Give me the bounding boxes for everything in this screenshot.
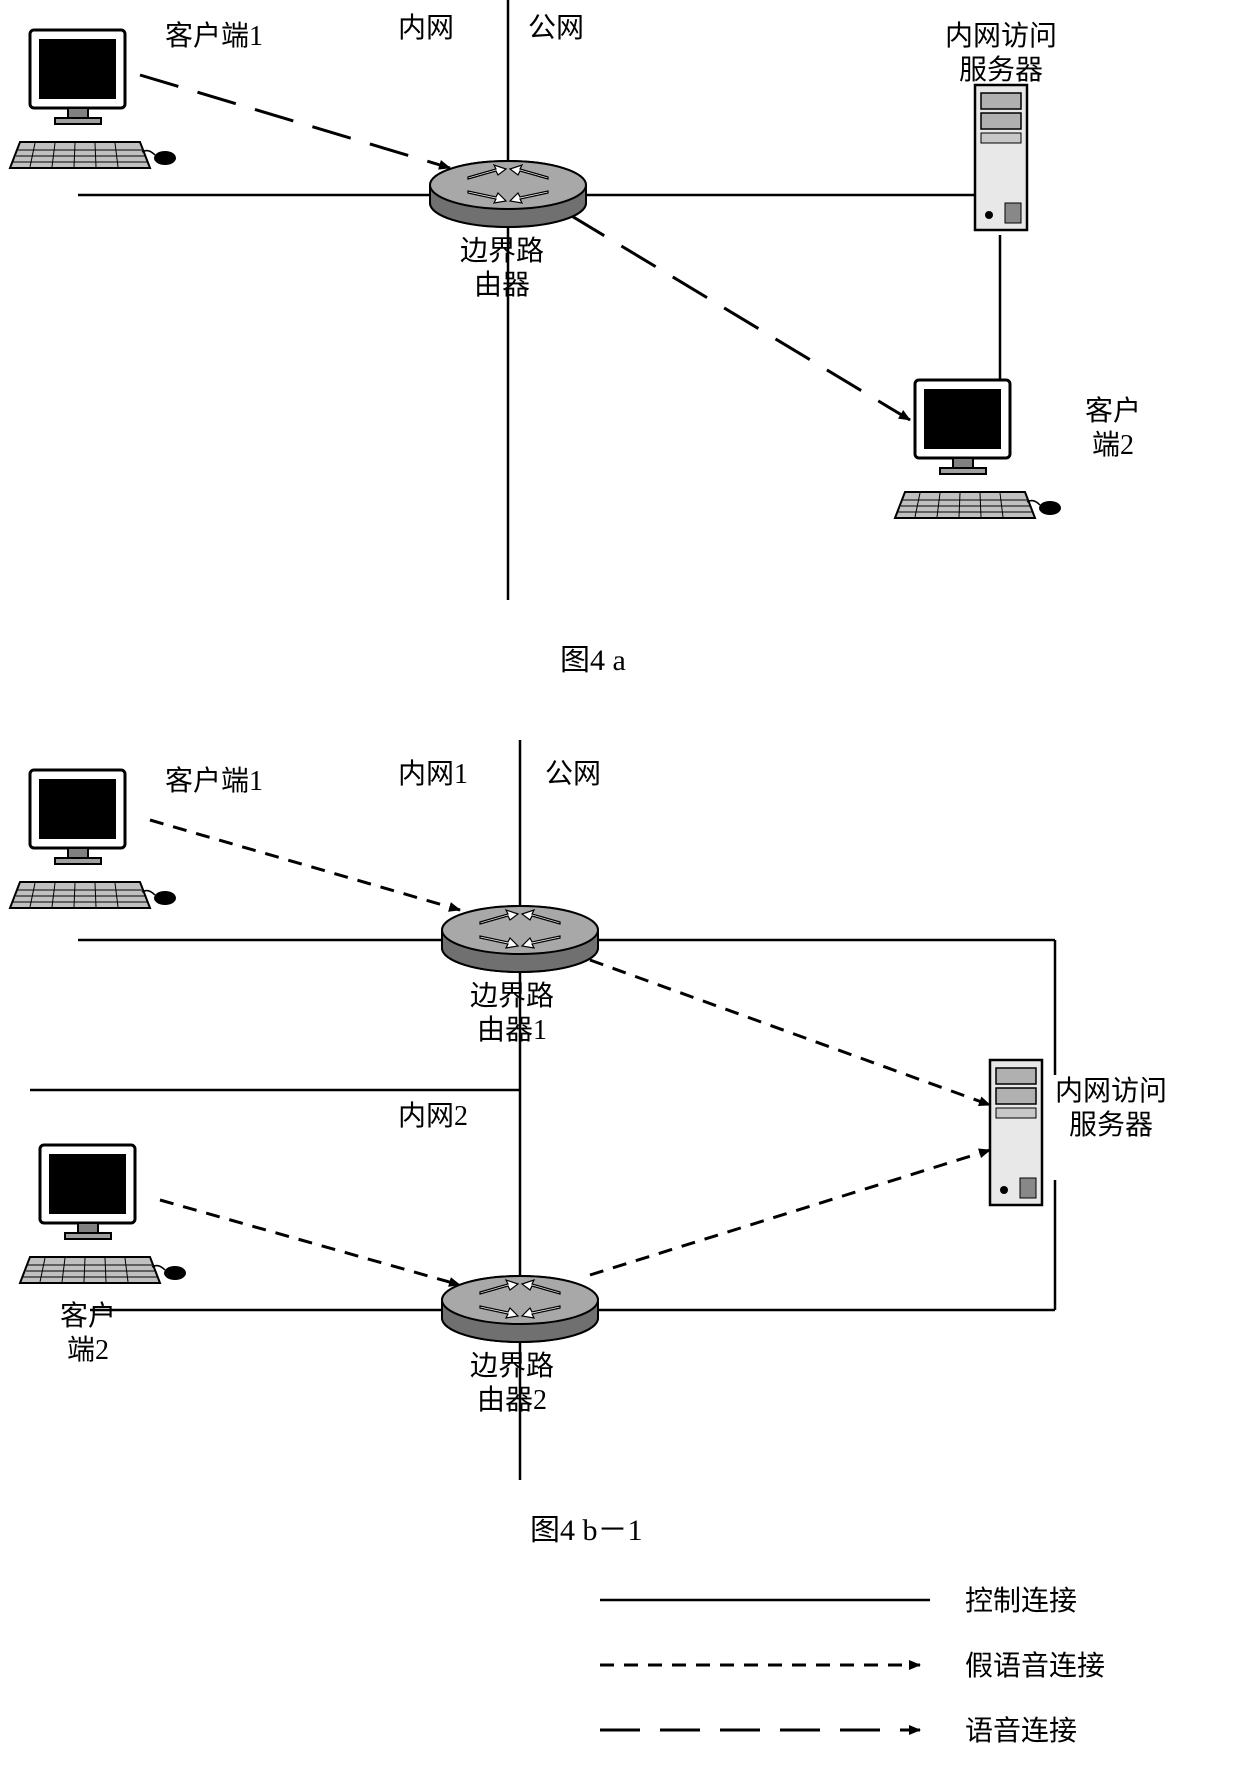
figb-c2-r2-fakevoice xyxy=(160,1200,460,1285)
figb-router2-icon xyxy=(442,1276,598,1342)
figa-server-icon xyxy=(975,85,1027,230)
figb-client1-icon xyxy=(10,770,176,908)
figa-intranet-label: 内网 xyxy=(398,12,454,46)
figa-public-label: 公网 xyxy=(528,12,584,46)
figa-caption: 图4 a xyxy=(560,635,626,679)
figb-router2-label: 边界路 由器2 xyxy=(470,1350,554,1417)
figa-c1-router-voice xyxy=(140,75,450,168)
figa-client2-label: 客户 端2 xyxy=(1085,395,1141,462)
figb-client2-icon xyxy=(20,1145,186,1283)
figb-router1-label: 边界路 由器1 xyxy=(470,980,554,1047)
figb-public-label: 公网 xyxy=(545,758,601,792)
legend-label-control: 控制连接 xyxy=(965,1585,1077,1619)
figa-client2-icon xyxy=(895,380,1061,518)
legend-label-voice: 语音连接 xyxy=(965,1715,1077,1749)
figb-r1-srv-fakevoice xyxy=(590,960,990,1105)
figa-client1-icon xyxy=(10,30,176,168)
figb-client2-label: 客户 端2 xyxy=(60,1300,116,1367)
figa-router-icon xyxy=(430,161,586,227)
figb-intranet1-label: 内网1 xyxy=(398,758,468,792)
figb-server-icon xyxy=(990,1060,1042,1205)
figb-router1-icon xyxy=(442,906,598,972)
figb-caption: 图4 b－1 xyxy=(530,1505,643,1549)
figa-server-label: 内网访问 服务器 xyxy=(945,20,1057,87)
figb-client1-label: 客户端1 xyxy=(165,765,263,799)
figa-router-c2-voice xyxy=(570,215,910,420)
figb-intranet2-label: 内网2 xyxy=(398,1100,468,1134)
legend-label-fakevoice: 假语音连接 xyxy=(965,1650,1105,1684)
figb-server-label: 内网访问 服务器 xyxy=(1055,1075,1167,1142)
figb-r2-srv-fakevoice xyxy=(590,1150,990,1275)
figb-c1-r1-fakevoice xyxy=(150,820,460,910)
figa-client1-label: 客户端1 xyxy=(165,20,263,54)
figa-router-label: 边界路 由器 xyxy=(460,235,544,302)
